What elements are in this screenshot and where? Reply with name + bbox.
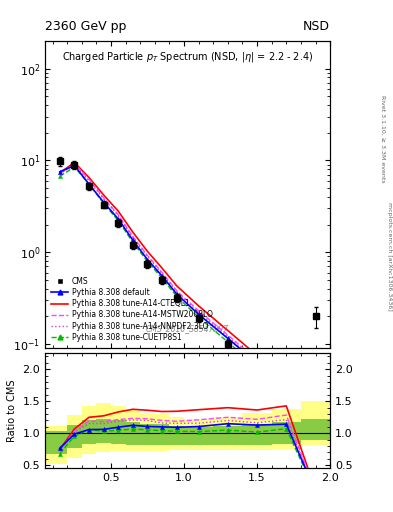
Text: Rivet 3.1.10, ≥ 3.3M events: Rivet 3.1.10, ≥ 3.3M events xyxy=(381,95,386,183)
Y-axis label: Ratio to CMS: Ratio to CMS xyxy=(7,379,17,442)
Text: CMS_2010_S8547297: CMS_2010_S8547297 xyxy=(146,324,229,333)
Legend: CMS, Pythia 8.308 default, Pythia 8.308 tune-A14-CTEQL1, Pythia 8.308 tune-A14-M: CMS, Pythia 8.308 default, Pythia 8.308 … xyxy=(49,274,215,345)
Text: NSD: NSD xyxy=(303,19,330,33)
Text: 2360 GeV pp: 2360 GeV pp xyxy=(45,19,127,33)
Text: mcplots.cern.ch [arXiv:1306.3436]: mcplots.cern.ch [arXiv:1306.3436] xyxy=(387,202,391,310)
Text: Charged Particle $p_T$ Spectrum (NSD, $|\eta|$ = 2.2 - 2.4): Charged Particle $p_T$ Spectrum (NSD, $|… xyxy=(62,50,313,64)
